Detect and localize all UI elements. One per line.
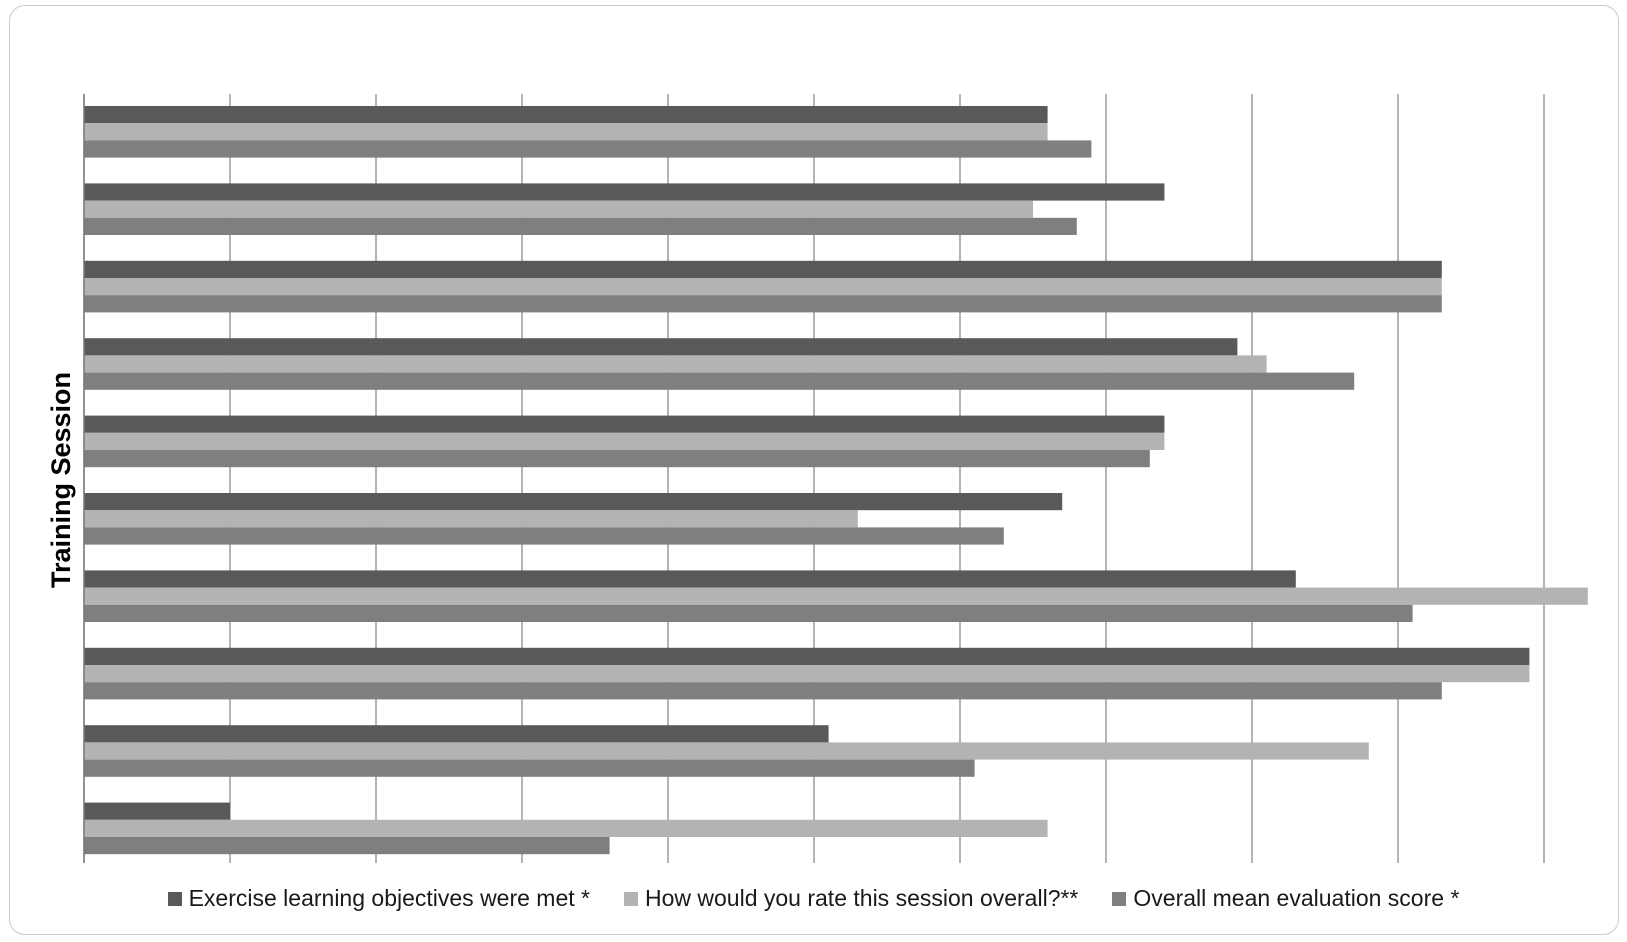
bar-session-8-series-2 (84, 665, 1530, 683)
legend-label: Overall mean evaluation score * (1133, 885, 1460, 911)
bar-session-9-series-3 (84, 759, 975, 777)
bar-session-6-series-2 (84, 510, 858, 528)
legend-swatch (624, 891, 638, 906)
bar-session-1-series-2 (84, 123, 1048, 141)
legend-label: How would you rate this session overall?… (645, 885, 1079, 911)
legend-swatch (1112, 891, 1127, 906)
bar-session-4-series-2 (84, 355, 1267, 373)
bar-session-9-series-2 (84, 742, 1369, 760)
legend-swatch (167, 891, 182, 906)
bar-session-7-series-1 (84, 570, 1296, 588)
bar-session-8-series-1 (84, 647, 1530, 665)
bar-session-2-series-3 (84, 217, 1077, 235)
bar-session-10-series-2 (84, 819, 1048, 837)
bar-session-6-series-1 (84, 493, 1063, 511)
bar-session-5-series-1 (84, 415, 1165, 433)
legend-label: Exercise learning objectives were met * (188, 885, 590, 911)
bar-session-7-series-3 (84, 604, 1413, 622)
legend-item-1: Exercise learning objectives were met * (167, 885, 590, 912)
bar-session-6-series-3 (84, 527, 1004, 545)
legend-item-2: How would you rate this session overall?… (624, 885, 1078, 912)
bar-session-9-series-1 (84, 725, 829, 743)
bar-session-5-series-3 (84, 450, 1150, 468)
bar-session-1-series-1 (84, 106, 1048, 124)
bar-session-2-series-2 (84, 200, 1033, 218)
bar-session-5-series-2 (84, 432, 1165, 450)
bars (84, 106, 1588, 855)
bar-session-3-series-3 (84, 295, 1442, 313)
bar-session-3-series-1 (84, 260, 1442, 278)
legend-item-3: Overall mean evaluation score * (1112, 885, 1459, 912)
bar-session-2-series-1 (84, 183, 1165, 201)
bar-session-3-series-2 (84, 278, 1442, 296)
bar-session-8-series-3 (84, 682, 1442, 700)
bar-session-4-series-3 (84, 372, 1355, 390)
bar-session-10-series-1 (84, 802, 230, 820)
bar-session-7-series-2 (84, 587, 1588, 605)
y-axis-title: Training Session (46, 372, 76, 588)
legend: Exercise learning objectives were met * H… (0, 885, 1627, 912)
bar-session-10-series-3 (84, 837, 610, 855)
bar-session-1-series-3 (84, 140, 1092, 158)
bar-session-4-series-1 (84, 338, 1238, 356)
